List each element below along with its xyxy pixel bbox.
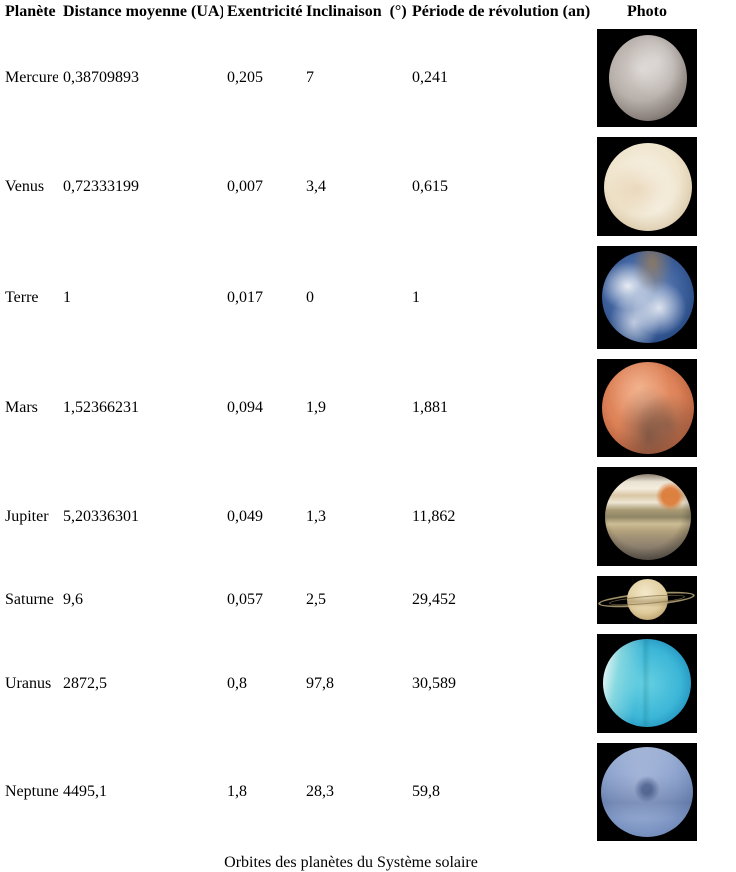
header-period: Période de révolution (an): [412, 3, 591, 20]
eccentricity-cell: 0,057: [227, 591, 263, 608]
saturne-sphere: [627, 579, 668, 620]
period-cell: 29,452: [412, 591, 456, 608]
inclination-cell: 2,5: [306, 591, 326, 608]
table-caption: Orbites des planètes du Système solaire: [224, 854, 478, 871]
distance-cell: 4495,1: [63, 783, 107, 800]
table-row: Neptune 4495,1 1,8 28,3 59,8: [0, 738, 702, 846]
table-row: Venus 0,72333199 0,007 3,4 0,615: [0, 132, 702, 241]
inclination-cell: 1,3: [306, 507, 326, 525]
distance-cell: 9,6: [63, 591, 83, 608]
terre-photo: [597, 246, 697, 349]
period-cell: 59,8: [412, 783, 440, 800]
distance-cell: 1,52366231: [63, 399, 139, 416]
distance-cell: 5,20336301: [63, 507, 139, 525]
mercure-sphere: [609, 35, 687, 121]
planet-name-cell: Jupiter: [5, 507, 49, 525]
header-planet: Planète: [5, 3, 56, 20]
planet-name-cell: Mercure: [5, 69, 58, 86]
distance-cell: 0,72333199: [63, 177, 139, 195]
table-row: Mars 1,52366231 0,094 1,9 1,881: [0, 354, 702, 462]
eccentricity-cell: 0,007: [227, 177, 263, 195]
inclination-cell: 28,3: [306, 783, 334, 800]
period-cell: 1,881: [412, 399, 448, 416]
header-distance: Distance moyenne (UA): [63, 3, 223, 20]
uranus-sphere: [603, 639, 691, 727]
table-row: Jupiter 5,20336301 0,049 1,3 11,862: [0, 462, 702, 571]
header-inclination: Inclinaison (°): [306, 3, 407, 20]
inclination-cell: 97,8: [306, 674, 334, 692]
table-row: Uranus 2872,5 0,8 97,8 30,589: [0, 629, 702, 738]
period-cell: 30,589: [412, 674, 456, 692]
eccentricity-cell: 0,017: [227, 288, 263, 306]
header-row: Planète Distance moyenne (UA) Exentricit…: [0, 0, 702, 24]
venus-sphere: [604, 143, 692, 231]
jupiter-photo: [597, 467, 697, 566]
inclination-cell: 3,4: [306, 177, 326, 195]
distance-cell: 2872,5: [63, 674, 107, 692]
planet-name-cell: Neptune: [5, 783, 58, 800]
terre-sphere: [602, 251, 694, 343]
eccentricity-cell: 0,205: [227, 69, 263, 86]
inclination-cell: 7: [306, 69, 314, 86]
eccentricity-cell: 0,094: [227, 399, 263, 416]
table-row: Saturne 9,6 0,057 2,5 29,452: [0, 571, 702, 629]
eccentricity-cell: 0,8: [227, 674, 247, 692]
venus-photo: [597, 137, 697, 236]
neptune-photo: [597, 743, 697, 841]
jupiter-sphere: [605, 474, 691, 560]
table-row: Terre 1 0,017 0 1: [0, 241, 702, 354]
planets-table: Planète Distance moyenne (UA) Exentricit…: [0, 0, 702, 846]
inclination-cell: 0: [306, 288, 314, 306]
header-eccentricity: Exentricité: [227, 3, 303, 20]
period-cell: 0,241: [412, 69, 448, 86]
eccentricity-cell: 0,049: [227, 507, 263, 525]
planet-name-cell: Venus: [5, 177, 45, 195]
saturne-photo: [597, 576, 697, 624]
planet-name-cell: Terre: [5, 288, 39, 306]
inclination-cell: 1,9: [306, 399, 326, 416]
eccentricity-cell: 1,8: [227, 783, 247, 800]
planet-name-cell: Mars: [5, 399, 38, 416]
neptune-sphere: [601, 747, 693, 837]
planet-name-cell: Saturne: [5, 591, 54, 608]
distance-cell: 1: [63, 288, 71, 306]
mars-photo: [597, 359, 697, 457]
planet-name-cell: Uranus: [5, 674, 52, 692]
table-row: Mercure 0,38709893 0,205 7 0,241: [0, 24, 702, 132]
distance-cell: 0,38709893: [63, 69, 139, 86]
period-cell: 1: [412, 288, 420, 306]
period-cell: 0,615: [412, 177, 448, 195]
header-photo: Photo: [627, 3, 667, 20]
period-cell: 11,862: [412, 507, 456, 525]
mercure-photo: [597, 29, 697, 127]
uranus-photo: [597, 634, 697, 733]
mars-sphere: [602, 362, 694, 454]
